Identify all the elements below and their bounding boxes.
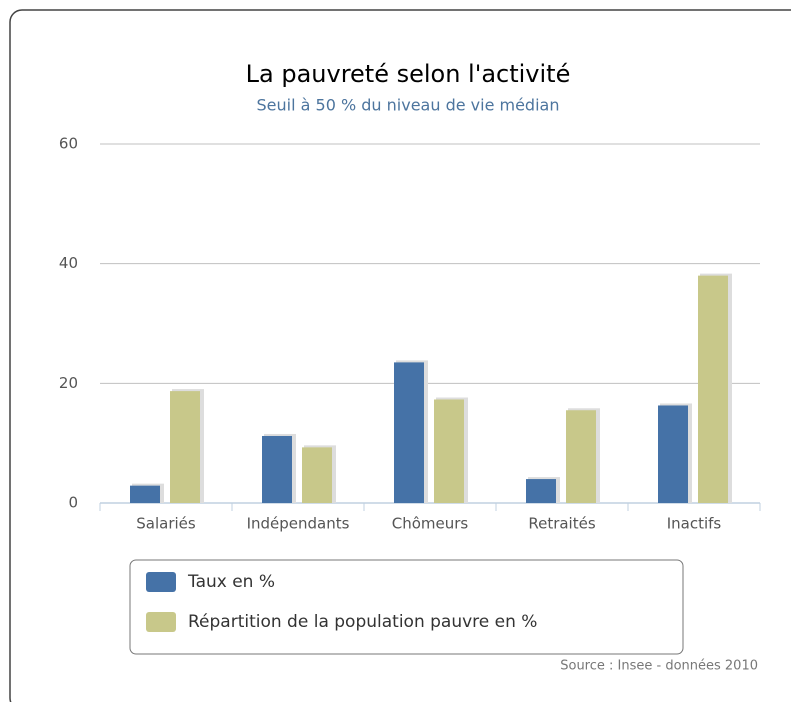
legend-swatch [146, 612, 176, 632]
bar [566, 410, 596, 503]
chart-title: La pauvreté selon l'activité [246, 60, 571, 88]
y-tick-label: 20 [59, 374, 78, 392]
legend-label: Taux en % [187, 572, 275, 592]
chart-frame [9, 9, 791, 702]
bar [170, 391, 200, 503]
legend-box [129, 559, 684, 655]
bar [394, 362, 424, 503]
x-tick-label: Inactifs [667, 515, 722, 533]
legend-swatch [146, 572, 176, 592]
bar [434, 399, 464, 503]
y-tick-label: 0 [68, 494, 78, 512]
chart-subtitle: Seuil à 50 % du niveau de vie médian [257, 96, 560, 115]
x-tick-label: Indépendants [247, 515, 350, 533]
x-tick-label: Salariés [136, 515, 196, 533]
bar [658, 405, 688, 503]
bar [526, 479, 556, 503]
source-note: Source : Insee - données 2010 [560, 659, 758, 674]
bar [302, 447, 332, 503]
x-tick-label: Retraités [528, 515, 595, 533]
bar [130, 485, 160, 503]
bar [262, 435, 292, 503]
legend-label: Répartition de la population pauvre en % [188, 612, 537, 632]
x-tick-label: Chômeurs [392, 515, 469, 533]
bar [698, 275, 728, 503]
y-tick-label: 40 [59, 254, 78, 272]
y-tick-label: 60 [59, 135, 78, 153]
